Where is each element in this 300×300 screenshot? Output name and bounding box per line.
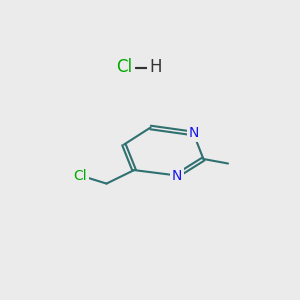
Text: N: N bbox=[172, 169, 182, 182]
Text: Cl: Cl bbox=[116, 58, 133, 76]
Text: Cl: Cl bbox=[74, 169, 87, 182]
Text: H: H bbox=[149, 58, 162, 76]
Text: N: N bbox=[188, 127, 199, 140]
